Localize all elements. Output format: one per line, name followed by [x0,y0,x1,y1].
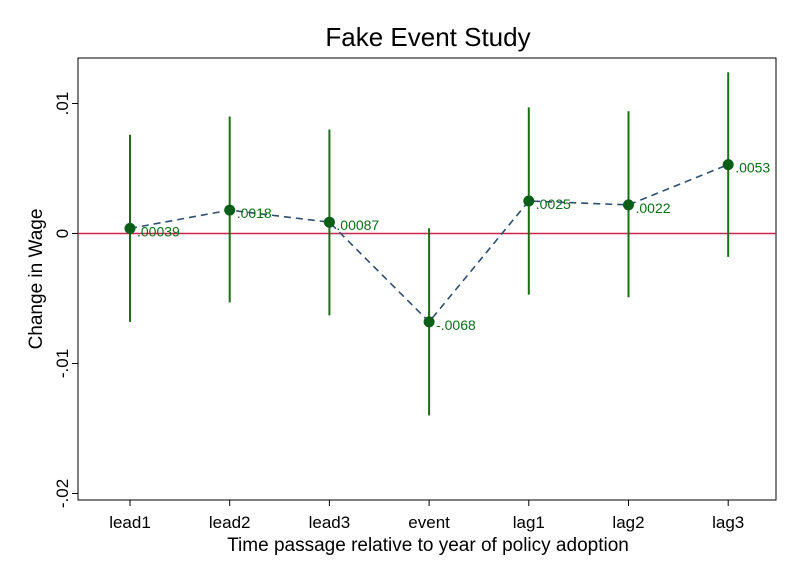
data-point [722,159,734,171]
plot-frame [77,57,777,501]
data-point [623,199,634,211]
data-label: .0053 [735,160,770,176]
y-tick-label: 0 [53,229,72,238]
y-axis: -.02 -.01 0 .01 [53,92,78,508]
x-tick-label: lead2 [209,513,251,532]
data-label: .0025 [536,196,571,212]
data-point [523,195,535,207]
x-tick-label: lead3 [309,513,351,532]
confidence-intervals [129,72,730,416]
data-label: .00087 [336,217,379,233]
data-label: -.0068 [436,317,476,333]
x-tick-label: lag2 [612,513,644,532]
data-point [323,216,335,228]
data-label: .00039 [137,223,180,239]
x-tick-label: event [408,513,450,532]
data-point [124,222,136,234]
x-tick-label: lead1 [109,513,151,532]
x-axis-title: Time passage relative to year of policy … [227,535,629,556]
data-labels: .00039 .0018 .00087 -.0068 .0025 .0022 .0053 [137,160,770,333]
data-label: .0022 [636,200,671,216]
y-tick-label: -.02 [53,479,72,508]
y-tick-label: -.01 [53,349,72,378]
data-points [124,159,734,328]
x-axis: lead1 lead2 lead3 event lag1 lag2 lag3 [109,500,744,532]
data-point [423,316,435,328]
chart-title: Fake Event Study [325,22,530,52]
y-tick-label: .01 [53,92,72,116]
data-label: .0018 [237,205,272,221]
data-point [224,204,236,216]
y-axis-title: Change in Wage [26,209,47,350]
x-tick-label: lag3 [712,513,744,532]
x-tick-label: lag1 [513,513,545,532]
